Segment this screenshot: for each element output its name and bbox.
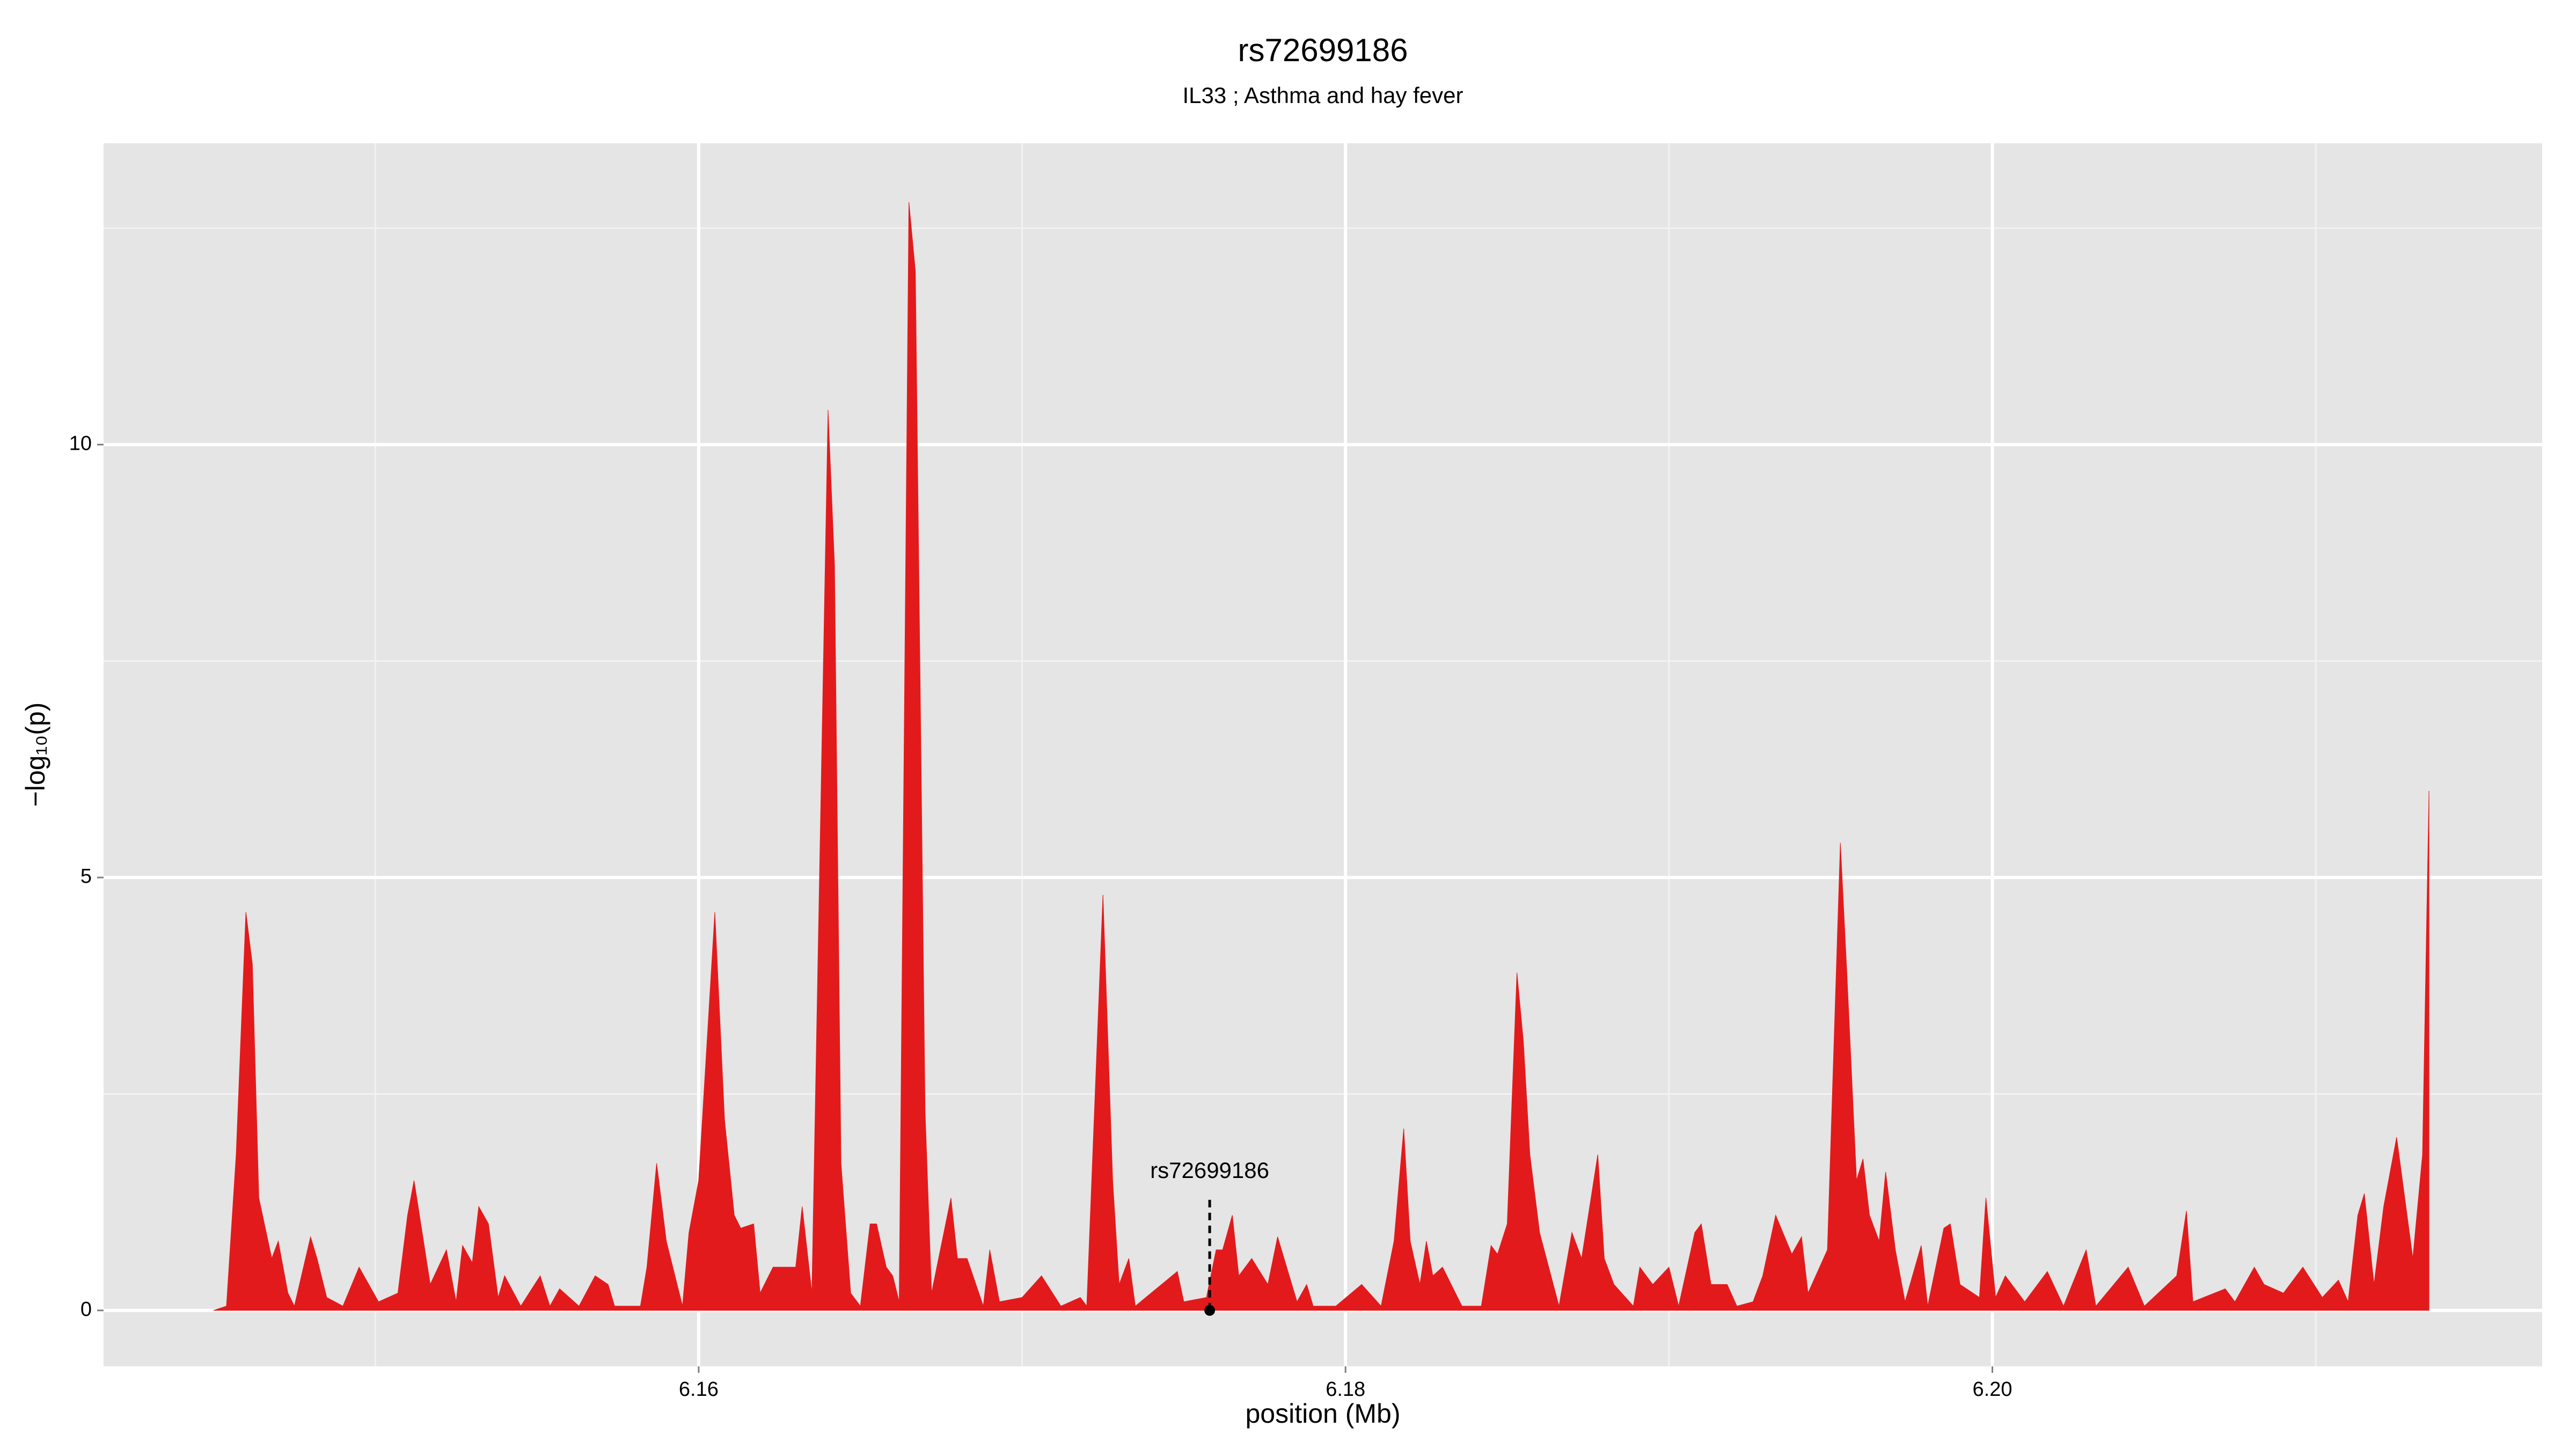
panel	[104, 143, 2542, 1366]
y-tick-label: 10	[69, 432, 92, 455]
x-axis-label: position (Mb)	[1246, 1399, 1401, 1429]
x-tick-label: 6.16	[679, 1378, 719, 1401]
y-tick-label: 5	[80, 865, 92, 888]
x-tick-label: 6.20	[1973, 1378, 2012, 1401]
x-tick-label: 6.18	[1326, 1378, 1365, 1401]
chart-subtitle: IL33 ; Asthma and hay fever	[1183, 83, 1463, 108]
annotation-point	[1204, 1305, 1216, 1316]
annotation-label: rs72699186	[1150, 1158, 1269, 1183]
y-axis-label: −log₁₀(p)	[20, 702, 50, 807]
y-tick-label: 0	[80, 1298, 92, 1321]
area	[213, 202, 2429, 1311]
chart-title: rs72699186	[1238, 32, 1408, 68]
